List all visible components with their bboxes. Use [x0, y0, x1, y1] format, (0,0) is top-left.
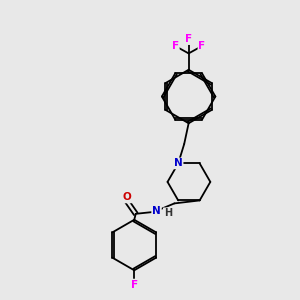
Text: F: F: [185, 34, 192, 44]
Text: F: F: [131, 280, 138, 290]
Text: O: O: [122, 193, 131, 202]
Text: N: N: [174, 158, 183, 168]
Text: N: N: [152, 206, 161, 216]
Text: H: H: [164, 208, 172, 218]
Text: F: F: [172, 41, 179, 51]
Text: F: F: [199, 41, 206, 51]
